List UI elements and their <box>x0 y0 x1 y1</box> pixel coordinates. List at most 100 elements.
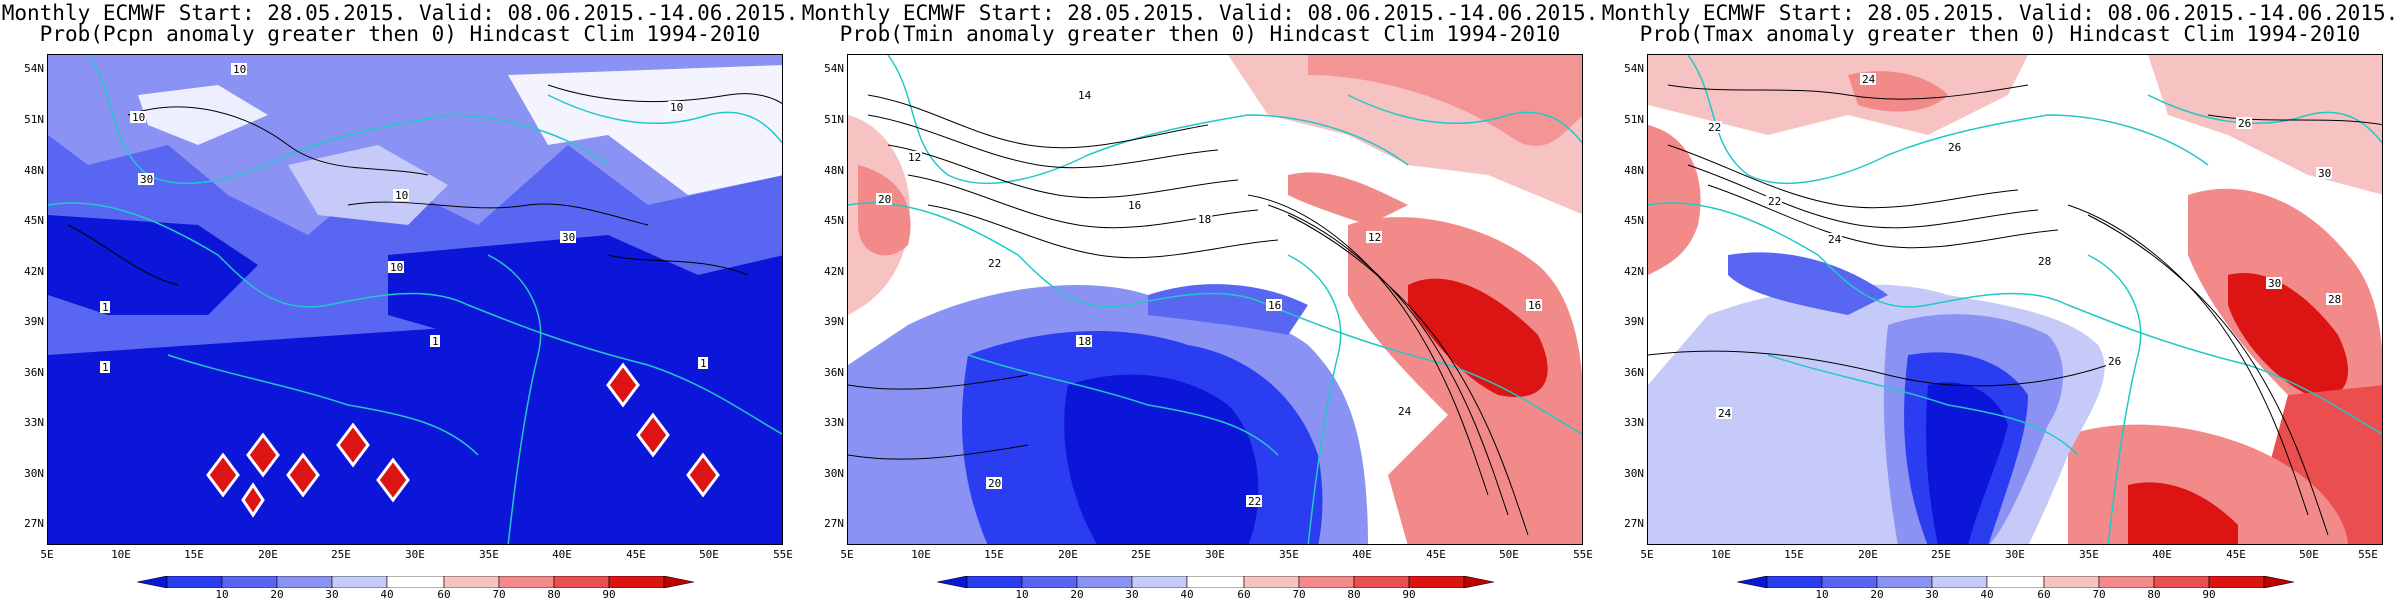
lon-label: 45E <box>2226 548 2246 561</box>
svg-text:10: 10 <box>233 63 246 76</box>
svg-text:22: 22 <box>1248 495 1261 508</box>
contour-label: 22 <box>1246 495 1262 508</box>
contour-label: 26 <box>2106 355 2122 368</box>
colorbar-label: 40 <box>1180 588 1194 601</box>
colorbar-label: 90 <box>1402 588 1416 601</box>
panel-title-line2: Prob(Tmin anomaly greater then 0) Hindca… <box>839 22 1561 46</box>
svg-text:16: 16 <box>1128 199 1141 212</box>
lon-label: 5E <box>840 548 854 561</box>
svg-text:30: 30 <box>2268 277 2281 290</box>
contour-label: 1 <box>100 361 110 374</box>
colorbar-label: 80 <box>2147 588 2161 601</box>
lon-label: 40E <box>2152 548 2172 561</box>
contour-label: 18 <box>1076 335 1092 348</box>
contour-label: 26 <box>2236 117 2252 130</box>
svg-text:24: 24 <box>1862 73 1876 86</box>
svg-text:24: 24 <box>1718 407 1732 420</box>
colorbar <box>937 576 1494 588</box>
lon-label: 15E <box>984 548 1004 561</box>
lat-label: 42N <box>1624 265 1644 278</box>
contour-label: 10 <box>130 111 146 124</box>
lon-label: 55E <box>773 548 793 561</box>
probability-map: 10 10 30 10 30 10 1 1 1 1 10 <box>47 54 783 545</box>
svg-text:26: 26 <box>2238 117 2251 130</box>
lon-label: 10E <box>911 548 931 561</box>
contour-label: 28 <box>2036 255 2052 268</box>
lon-label: 5E <box>1640 548 1654 561</box>
lon-label: 10E <box>111 548 131 561</box>
contour-label: 18 <box>1196 213 1212 226</box>
contour-label: 1 <box>100 301 110 314</box>
colorbar-label: 20 <box>1870 588 1884 601</box>
colorbar <box>1737 576 2294 588</box>
lat-label: 51N <box>24 113 44 126</box>
contour-label: 16 <box>1126 199 1142 212</box>
panel-title-line1: Monthly ECMWF Start: 28.05.2015. Valid: … <box>801 1 1599 25</box>
contour-label: 22 <box>986 257 1002 270</box>
lat-label: 54N <box>24 62 44 75</box>
panel-title-line2: Prob(Pcpn anomaly greater then 0) Hindca… <box>39 22 761 46</box>
lon-label: 20E <box>1858 548 1878 561</box>
colorbar-label: 60 <box>437 588 451 601</box>
svg-text:24: 24 <box>1828 233 1842 246</box>
svg-text:12: 12 <box>1368 231 1381 244</box>
svg-text:1: 1 <box>432 335 439 348</box>
lat-label: 33N <box>24 416 44 429</box>
colorbar-label: 10 <box>1015 588 1029 601</box>
lon-label: 45E <box>1426 548 1446 561</box>
lon-label: 10E <box>1711 548 1731 561</box>
panel-title-line2: Prob(Tmax anomaly greater then 0) Hindca… <box>1639 22 2361 46</box>
colorbar-label: 20 <box>1070 588 1084 601</box>
lon-label: 25E <box>1931 548 1951 561</box>
colorbar-label: 70 <box>2092 588 2106 601</box>
colorbar-label: 90 <box>602 588 616 601</box>
panel-title-line1: Monthly ECMWF Start: 28.05.2015. Valid: … <box>1 1 799 25</box>
lat-label: 51N <box>1624 113 1644 126</box>
colorbar-label: 60 <box>1237 588 1251 601</box>
lat-label: 48N <box>24 164 44 177</box>
lon-label: 35E <box>479 548 499 561</box>
colorbar-label: 70 <box>492 588 506 601</box>
lat-label: 48N <box>1624 164 1644 177</box>
contour-label: 16 <box>1266 299 1282 312</box>
contour-label: 10 <box>231 63 247 76</box>
contour-label: 14 <box>1076 89 1092 102</box>
contour-label: 10 <box>668 101 684 114</box>
lat-label: 42N <box>24 265 44 278</box>
contour-label: 24 <box>1716 407 1732 420</box>
contour-label: 22 <box>1766 195 1782 208</box>
svg-text:12: 12 <box>908 151 921 164</box>
lat-label: 27N <box>824 517 844 530</box>
svg-text:10: 10 <box>390 261 403 274</box>
svg-text:20: 20 <box>988 477 1001 490</box>
lat-label: 36N <box>24 366 44 379</box>
lon-label: 30E <box>2005 548 2025 561</box>
lon-label: 15E <box>184 548 204 561</box>
lat-label: 45N <box>824 214 844 227</box>
lat-label: 39N <box>1624 315 1644 328</box>
panel-title-line1: Monthly ECMWF Start: 28.05.2015. Valid: … <box>1601 1 2399 25</box>
svg-text:30: 30 <box>2318 167 2331 180</box>
contour-label: 22 <box>1706 121 1722 134</box>
colorbar-label: 80 <box>547 588 561 601</box>
contour-label: 10 <box>388 261 404 274</box>
contour-label: 12 <box>906 151 922 164</box>
svg-text:22: 22 <box>1768 195 1781 208</box>
contour-label: 10 <box>393 189 409 202</box>
lon-label: 45E <box>626 548 646 561</box>
svg-text:30: 30 <box>140 173 153 186</box>
colorbar-label: 80 <box>1347 588 1361 601</box>
contour-label: 20 <box>986 477 1002 490</box>
colorbar-label: 40 <box>380 588 394 601</box>
lat-label: 54N <box>824 62 844 75</box>
lon-label: 55E <box>1573 548 1593 561</box>
lat-label: 33N <box>1624 416 1644 429</box>
lat-label: 30N <box>824 467 844 480</box>
svg-text:16: 16 <box>1528 299 1541 312</box>
svg-text:18: 18 <box>1078 335 1091 348</box>
colorbar-label: 70 <box>1292 588 1306 601</box>
lon-label: 15E <box>1784 548 1804 561</box>
colorbar-label: 30 <box>1925 588 1939 601</box>
svg-text:30: 30 <box>562 231 575 244</box>
lon-label: 40E <box>552 548 572 561</box>
